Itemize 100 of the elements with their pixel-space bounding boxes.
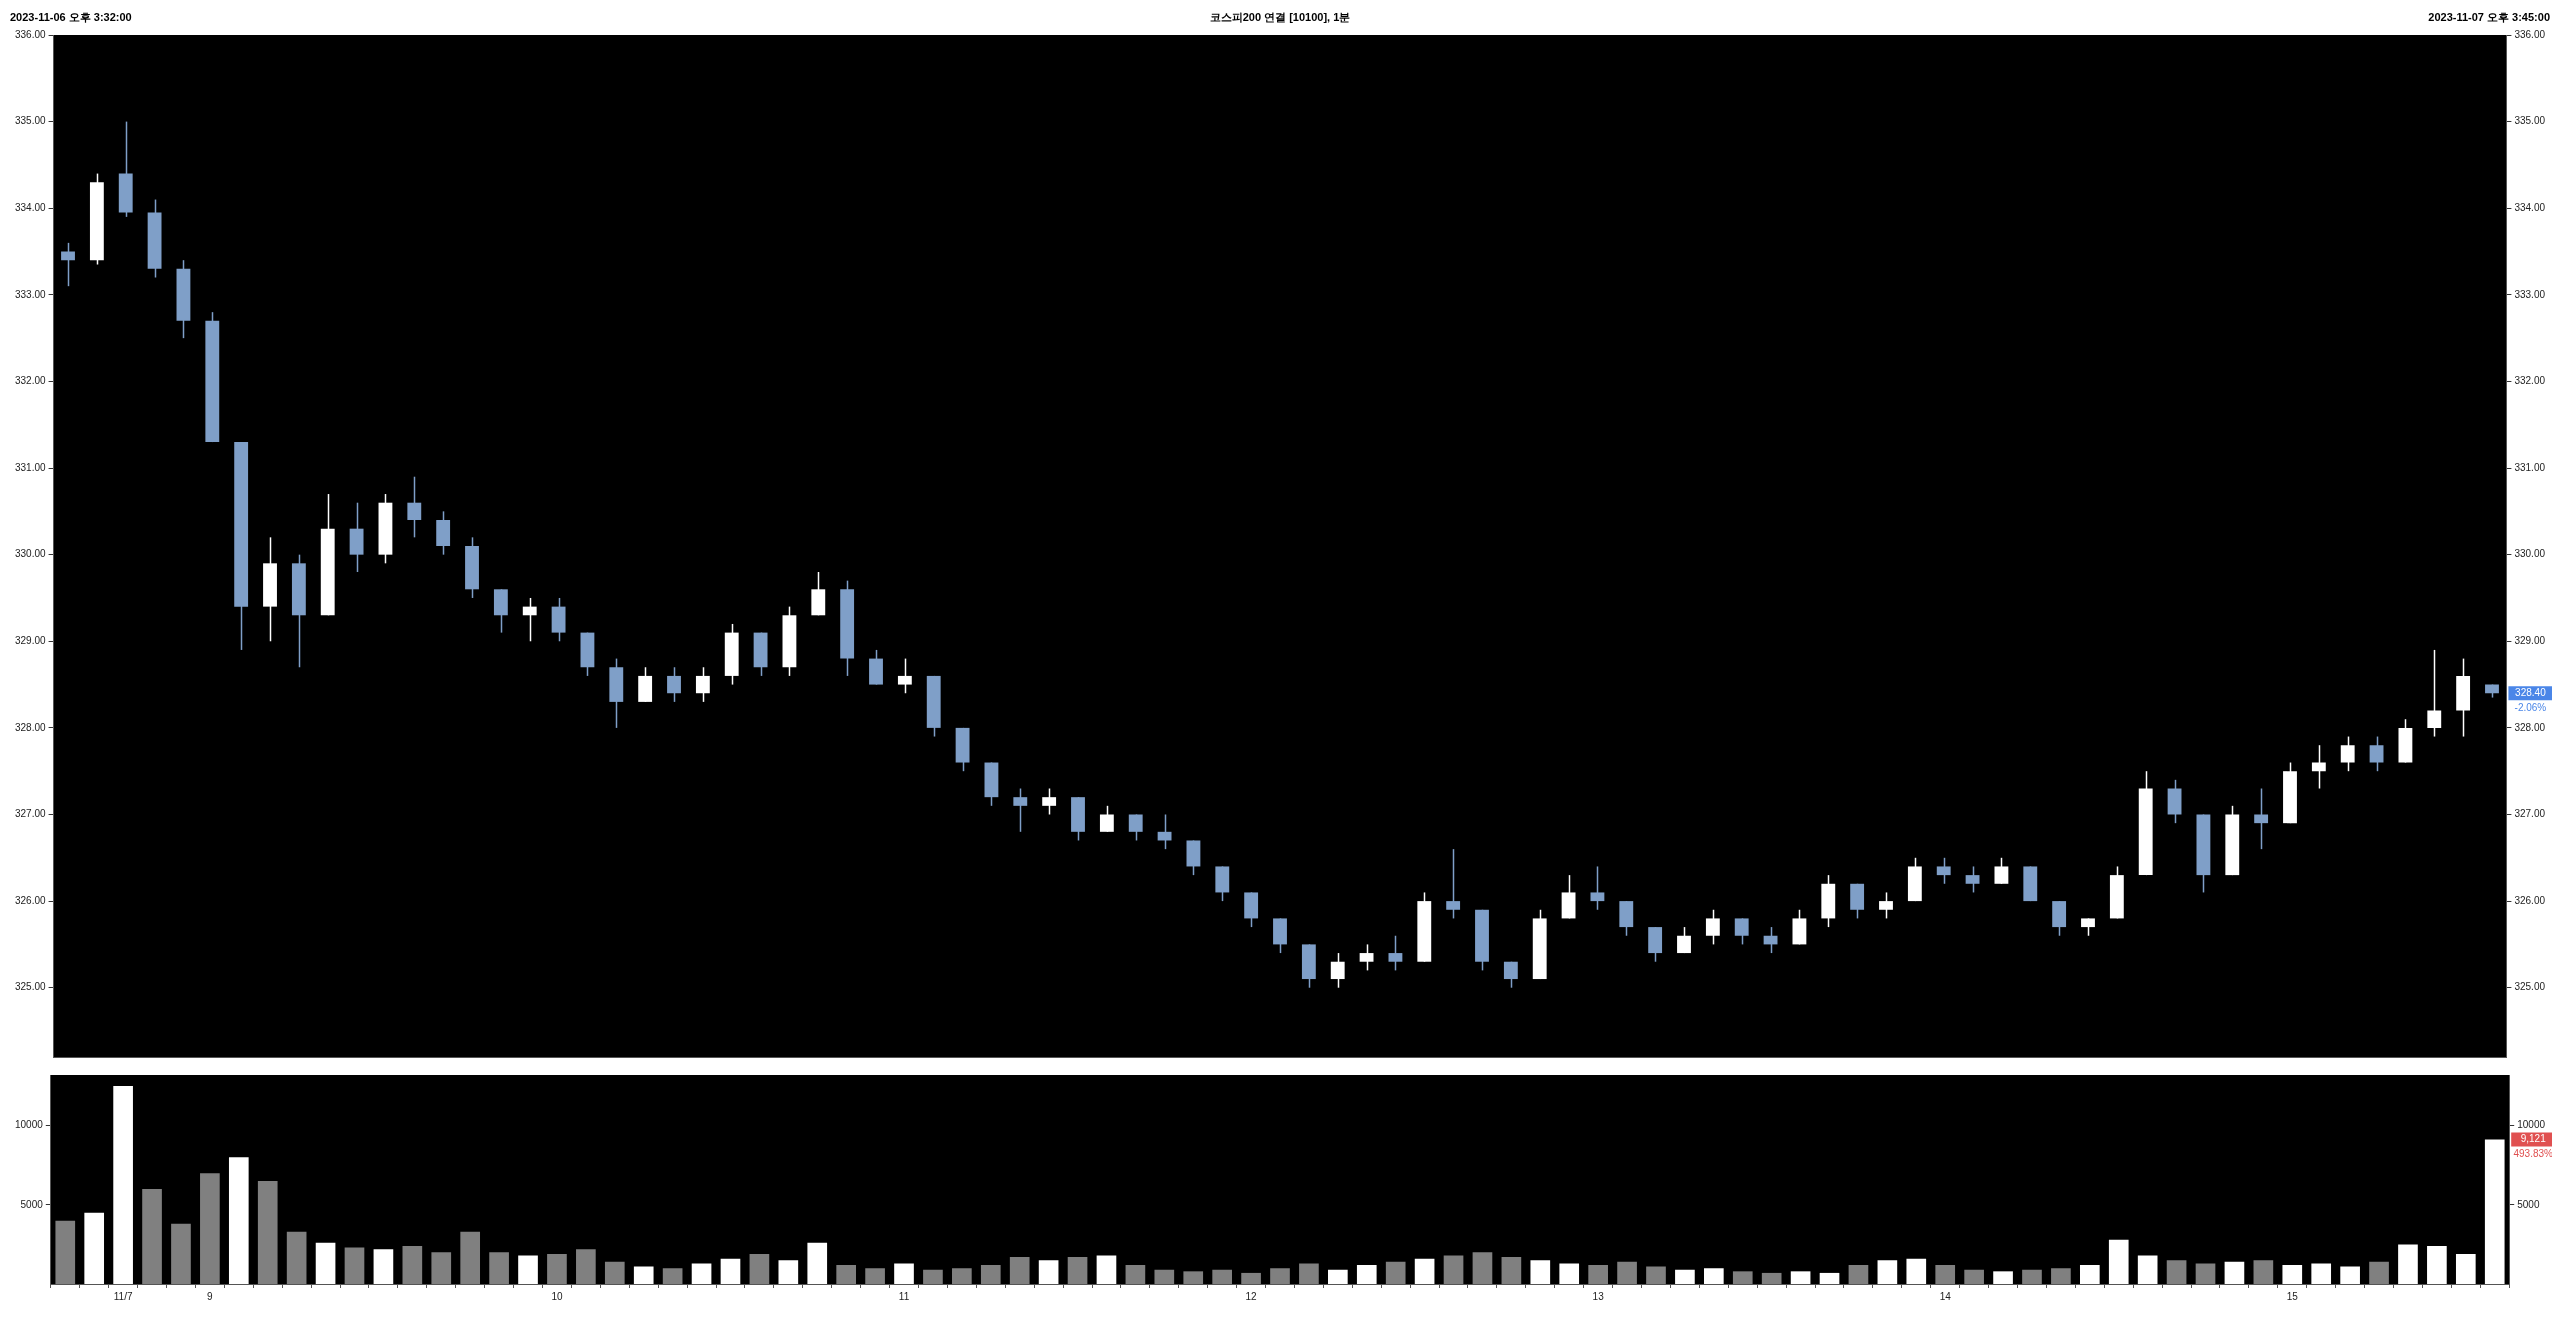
bar: [518, 1255, 538, 1284]
bar: [2108, 1239, 2129, 1284]
bar: [2051, 1268, 2071, 1284]
bar: [1125, 1265, 1146, 1284]
y-tick-label: 325.00: [14, 981, 47, 993]
bar: [2398, 1244, 2418, 1284]
bar: [547, 1253, 567, 1284]
chart-title: 코스피200 연결 [10100], 1분: [1209, 9, 1351, 25]
bar: [2079, 1265, 2100, 1284]
bar: [1559, 1263, 1580, 1284]
bar: [1993, 1271, 2013, 1284]
bar: [1877, 1260, 1898, 1284]
bar: [576, 1249, 596, 1284]
bar: [1761, 1272, 1782, 1284]
x-tick-label: 10: [551, 1290, 563, 1302]
bar: [836, 1265, 856, 1284]
x-tick-label: 15: [2286, 1290, 2299, 1302]
bar: [1790, 1271, 1811, 1284]
y2-tick-label: 326.00: [2514, 894, 2546, 906]
bar: [257, 1181, 278, 1284]
y-tick-label: 335.00: [14, 115, 47, 127]
y2-tick-label: 330.00: [2514, 548, 2546, 560]
bar: [1443, 1255, 1464, 1284]
bar: [431, 1252, 452, 1284]
bar: [373, 1249, 394, 1284]
bar: [1819, 1272, 1840, 1284]
y2-tick-label: 335.00: [2514, 115, 2546, 127]
bar: [1241, 1272, 1261, 1284]
bar: [633, 1266, 654, 1284]
y2-tick-label: 333.00: [2514, 288, 2546, 300]
candlestick: [1446, 848, 1461, 920]
text: 2023-11-07 오후 3:45:00: [2428, 9, 2550, 25]
bar: [2022, 1269, 2042, 1284]
y2-tick-label: 10000: [2517, 1119, 2546, 1131]
candlestick: [1879, 891, 1893, 920]
text: 2023-11-06 오후 3:32:00: [10, 9, 132, 25]
bar: [1501, 1257, 1522, 1284]
candlestick: [2254, 787, 2269, 850]
bar: [1067, 1257, 1088, 1284]
bar: [1414, 1258, 1435, 1284]
bar: [1183, 1271, 1204, 1284]
bar: [1299, 1263, 1319, 1284]
bar: [749, 1253, 770, 1284]
bar: [1212, 1269, 1232, 1284]
bar: [1356, 1265, 1377, 1284]
bar: [2253, 1260, 2274, 1284]
bar: [2427, 1246, 2447, 1284]
bar: [604, 1261, 625, 1284]
bar: [113, 1086, 133, 1284]
y-tick-label: 326.00: [14, 894, 47, 906]
x-tick-label: 9: [207, 1290, 214, 1302]
bar: [1270, 1268, 1290, 1284]
bar: [1038, 1260, 1059, 1284]
y-tick-label: 329.00: [14, 635, 47, 647]
bar: [2137, 1255, 2158, 1284]
bar: [1385, 1261, 1406, 1284]
candlestick: [667, 666, 681, 703]
y2-tick-label: 329.00: [2514, 635, 2546, 647]
bar: [2340, 1266, 2360, 1284]
candlestick: [1965, 865, 1980, 894]
bar: [55, 1220, 76, 1284]
candlestick: [1503, 960, 1518, 989]
bar: [344, 1247, 365, 1284]
bar: [2311, 1263, 2332, 1284]
bar: [142, 1189, 162, 1284]
x-tick-label: 13: [1592, 1290, 1605, 1302]
candlestick: [407, 475, 422, 539]
x-tick-label: 14: [1939, 1290, 1952, 1302]
y2-tick-label: 334.00: [2514, 201, 2546, 213]
bar: [2224, 1261, 2245, 1284]
y2-tick-label: 5000: [2517, 1198, 2540, 1210]
candlestick: [1677, 926, 1691, 954]
bar: [2282, 1265, 2303, 1284]
bar: [460, 1231, 481, 1284]
y2-tick-label: 325.00: [2514, 981, 2546, 993]
bar: [778, 1260, 799, 1284]
bar: [2484, 1139, 2505, 1284]
x-tick-label: 11: [898, 1290, 910, 1302]
bar: [980, 1265, 1001, 1284]
candlestick: [2311, 744, 2326, 790]
candlestick: [1705, 909, 1720, 946]
y-tick-label: 333.00: [14, 288, 47, 300]
candlestick: [695, 666, 710, 703]
bar: [286, 1231, 307, 1284]
bar: [894, 1263, 914, 1284]
bar: [1646, 1266, 1666, 1284]
candlestick: [1388, 935, 1403, 972]
bar: [84, 1212, 105, 1284]
candlestick: [1734, 917, 1749, 946]
bar: [865, 1268, 885, 1284]
bar: [2166, 1260, 2187, 1284]
candlestick: [1128, 813, 1143, 842]
candlestick: [1330, 952, 1345, 989]
bar: [2369, 1261, 2389, 1284]
candlestick: [1994, 857, 2009, 885]
candlestick: [1359, 943, 1374, 972]
candlestick: [897, 657, 912, 694]
text: 493.83%: [2513, 1148, 2554, 1160]
candlestick: [1013, 787, 1028, 833]
bar: [402, 1246, 423, 1284]
